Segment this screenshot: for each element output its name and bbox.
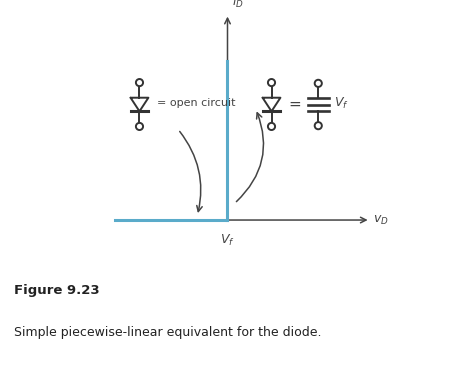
Circle shape [136,123,143,130]
Text: =: = [288,97,301,112]
Text: Figure 9.23: Figure 9.23 [14,283,100,296]
Text: $v_D$: $v_D$ [373,214,388,227]
Text: $i_D$: $i_D$ [231,0,243,10]
Circle shape [268,123,275,130]
Circle shape [136,79,143,86]
Text: Simple piecewise-linear equivalent for the diode.: Simple piecewise-linear equivalent for t… [14,326,321,339]
Circle shape [314,122,321,129]
Text: = open circuit: = open circuit [156,98,235,108]
Circle shape [314,80,321,87]
Text: $V_f$: $V_f$ [219,232,234,248]
Text: $V_f$: $V_f$ [334,96,348,111]
Circle shape [268,79,275,86]
